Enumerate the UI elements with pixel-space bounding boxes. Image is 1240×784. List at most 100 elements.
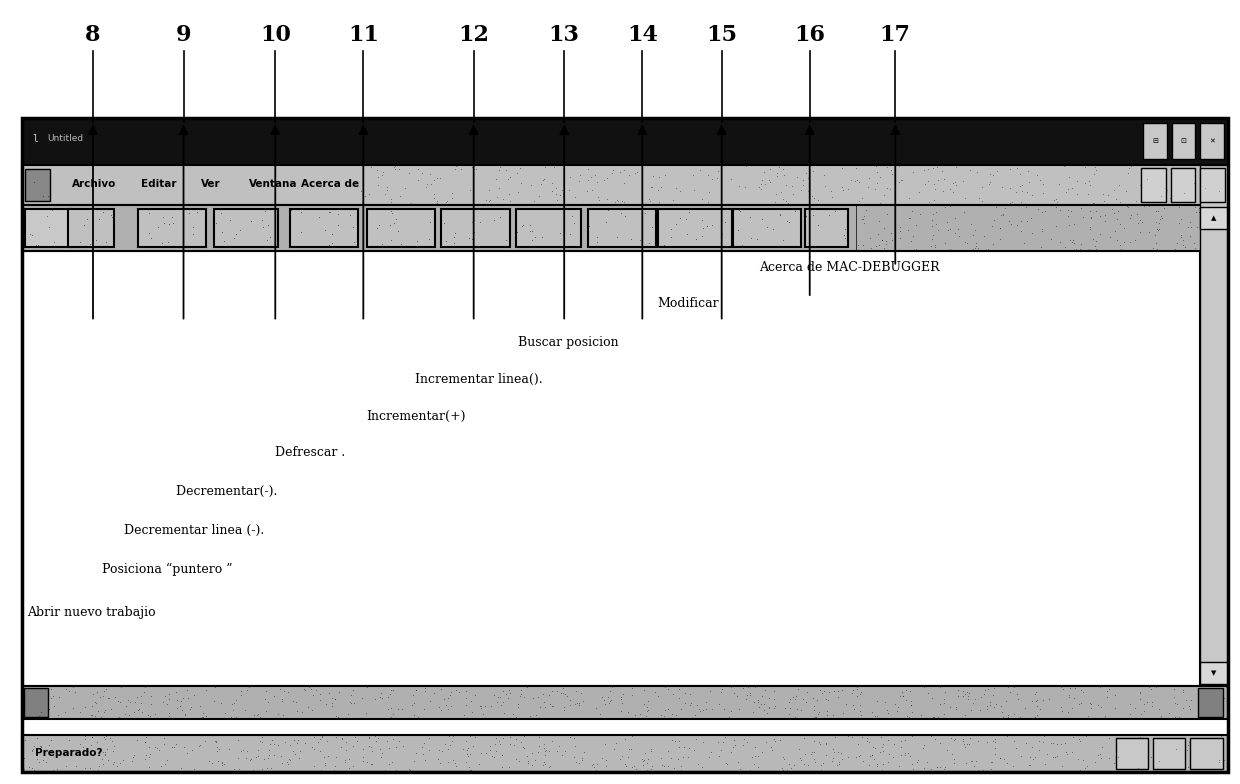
Bar [138,209,206,247]
Point [919,175,939,187]
Point [1167,699,1187,711]
Point [1066,243,1086,256]
Point [720,705,740,717]
Point [71,706,91,719]
Point [982,688,1002,701]
Point [284,734,304,746]
Point [603,163,622,176]
Point [1023,695,1043,707]
Point [553,687,573,699]
Point [982,220,1002,233]
Point [611,697,631,710]
Point [811,759,831,771]
Point [810,738,830,750]
Point [367,222,387,234]
Point [954,690,973,702]
Point [526,709,546,721]
Point [517,750,537,762]
Point [93,690,113,702]
Point [1198,699,1218,712]
Point [942,747,962,760]
Point [1195,744,1215,757]
Point [367,164,387,176]
Point [765,700,785,713]
Point [192,710,212,723]
Point [104,740,124,753]
Point [921,220,941,232]
Point [738,736,758,749]
Point [1185,241,1205,254]
Point [456,743,476,756]
Point [942,728,962,741]
Point [751,699,771,711]
Point [319,206,339,219]
Point [901,699,921,711]
Point [515,730,534,742]
Point [1100,683,1120,695]
Point [170,700,190,713]
Point [443,735,463,747]
Point [378,757,398,770]
Point [1032,223,1052,236]
Point [95,682,115,695]
Point [751,746,771,758]
Point [285,711,305,724]
Point [748,694,768,706]
Point [556,745,575,757]
Point [257,761,277,774]
Point [782,180,802,193]
Point [940,243,960,256]
Point [1164,691,1184,703]
Point [740,687,760,699]
Point [937,223,957,236]
Point [862,706,882,718]
Point [924,194,944,207]
Point [362,758,382,771]
Point [1060,234,1080,246]
Point [670,185,689,198]
Point [729,204,749,216]
Point [403,696,423,709]
Point [215,707,234,720]
Point [730,205,750,217]
Point [47,763,67,775]
Point [944,757,963,769]
Point [1035,205,1055,217]
Point [24,684,43,697]
Point [538,760,558,773]
Point [228,752,248,764]
Point [728,224,748,237]
Point [407,683,427,695]
Point [151,760,171,772]
Point [358,732,378,745]
Point [463,706,482,718]
Point [1053,683,1073,695]
Point [1190,704,1210,717]
Point [37,696,57,709]
Point [1078,710,1097,722]
Point [273,709,293,721]
Point [983,735,1003,747]
Point [1138,190,1158,202]
Point [317,735,337,748]
Point [724,734,744,746]
Point [878,756,898,768]
Point [888,705,908,717]
Point [341,689,361,702]
Point [658,703,678,716]
Point [673,741,693,753]
Point [386,160,405,172]
Point [1171,229,1190,241]
Point [1019,176,1039,188]
Point [642,170,662,183]
Point [763,223,782,235]
Point [1104,207,1123,220]
Point [799,184,818,197]
Point [1122,735,1142,747]
Point [1070,243,1090,256]
Point [862,241,882,254]
Point [999,685,1019,698]
Point [735,160,755,172]
Point [1105,688,1125,701]
Point [649,183,668,196]
